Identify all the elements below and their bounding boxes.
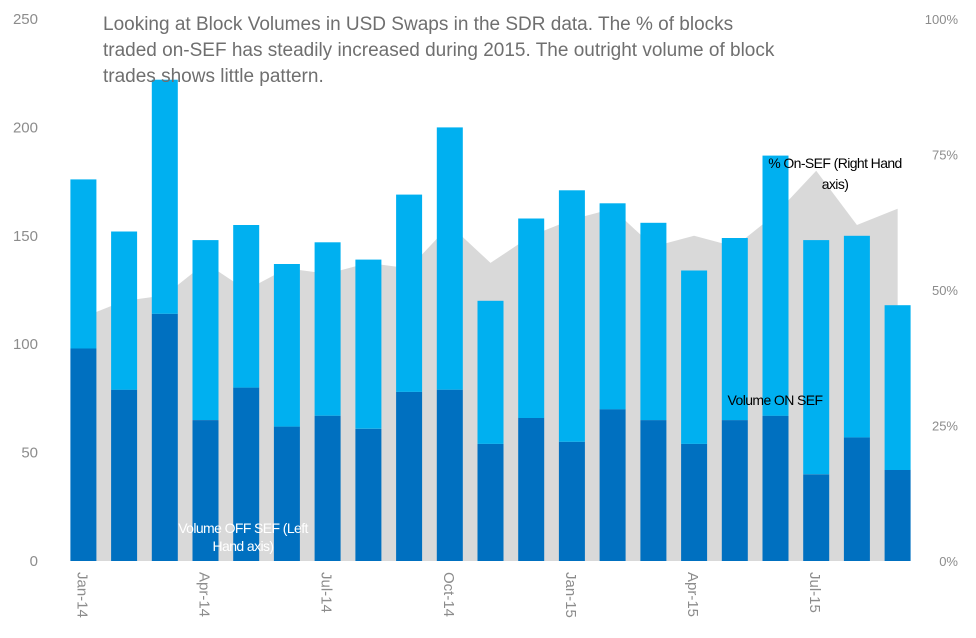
bar-volume-on-sef xyxy=(355,259,382,429)
annotation-on-sef: Volume ON SEF xyxy=(728,392,823,408)
left-axis-tick-label: 200 xyxy=(13,119,38,136)
right-axis-tick-label: 100% xyxy=(925,12,959,27)
bar-volume-off-sef xyxy=(681,443,708,561)
bar-volume-on-sef xyxy=(681,270,708,444)
bar-volume-on-sef xyxy=(721,238,748,421)
bar-volume-off-sef xyxy=(599,409,626,561)
chart-title-line-1: Looking at Block Volumes in USD Swaps in… xyxy=(103,14,733,35)
left-axis-tick-label: 150 xyxy=(13,228,38,245)
right-axis-tick-label: 0% xyxy=(939,554,958,569)
bar-volume-off-sef xyxy=(721,420,748,561)
x-axis-tick-label: Apr-14 xyxy=(196,572,213,617)
bar-volume-off-sef xyxy=(436,389,463,561)
bar-volume-on-sef xyxy=(558,190,585,442)
bar-volume-off-sef xyxy=(111,389,138,561)
bar-volume-off-sef xyxy=(355,428,382,561)
bar-volume-on-sef xyxy=(884,305,911,470)
right-axis: 0% 25% 50% 75% 100% xyxy=(925,12,959,569)
annotation-off-sef-line-1: Volume OFF SEF (Left xyxy=(178,520,308,536)
right-axis-tick-label: 75% xyxy=(932,148,958,163)
left-axis-tick-label: 250 xyxy=(13,11,38,28)
x-axis-tick-label: Jul-14 xyxy=(318,572,335,613)
bar-volume-on-sef xyxy=(477,300,504,444)
chart-title-line-2: traded on-SEF has steadily increased dur… xyxy=(103,40,775,61)
bar-volume-off-sef xyxy=(518,417,545,561)
bar-volume-off-sef xyxy=(843,437,870,561)
bar-volume-off-sef xyxy=(884,469,911,561)
bar-volume-off-sef xyxy=(477,443,504,561)
bar-volume-on-sef xyxy=(803,240,830,475)
bar-volume-on-sef xyxy=(518,218,545,418)
left-axis-tick-label: 100 xyxy=(13,336,38,353)
bar-volume-on-sef xyxy=(111,231,138,390)
bar-volume-on-sef xyxy=(396,194,423,392)
left-axis-tick-label: 0 xyxy=(30,553,38,570)
bar-volume-on-sef xyxy=(599,203,626,410)
left-axis: 0 50 100 150 200 250 xyxy=(13,11,38,570)
annotation-off-sef-line-2: Hand axis) xyxy=(213,538,274,554)
bar-volume-off-sef xyxy=(640,420,667,561)
right-axis-tick-label: 25% xyxy=(932,419,958,434)
bar-volume-off-sef xyxy=(314,415,341,561)
bar-volume-on-sef xyxy=(762,155,789,416)
right-axis-tick-label: 50% xyxy=(932,283,958,298)
bar-volume-off-sef xyxy=(803,474,830,561)
bar-volume-on-sef xyxy=(436,127,463,390)
bar-volume-on-sef xyxy=(70,179,97,349)
bar-volume-off-sef xyxy=(762,415,789,561)
x-axis-tick-label: Apr-15 xyxy=(684,572,701,617)
bar-volume-on-sef xyxy=(233,225,260,388)
x-axis-tick-label: Jul-15 xyxy=(806,572,823,613)
bar-volume-off-sef xyxy=(70,348,97,561)
bar-volume-on-sef xyxy=(192,240,219,420)
annotation-pct-on-sef-line-2: axis) xyxy=(822,176,849,192)
x-axis: Jan-14 Apr-14 Jul-14 Oct-14 Jan-15 Apr-15 Jul-… xyxy=(73,572,823,618)
annotation-pct-on-sef-line-1: % On-SEF (Right Hand xyxy=(768,155,902,171)
bar-volume-on-sef xyxy=(843,235,870,438)
chart-title-line-3: trades shows little pattern. xyxy=(103,66,324,87)
x-axis-tick-label: Jan-14 xyxy=(73,572,90,618)
bar-volume-off-sef xyxy=(396,391,423,561)
bar-volume-on-sef xyxy=(640,222,667,421)
bar-volume-on-sef xyxy=(273,264,300,427)
x-axis-tick-label: Oct-14 xyxy=(440,572,457,617)
bar-volume-on-sef xyxy=(314,242,341,416)
bar-volume-off-sef xyxy=(233,387,260,561)
x-axis-tick-label: Jan-15 xyxy=(562,572,579,618)
bar-volume-off-sef xyxy=(558,441,585,561)
bar-volume-off-sef xyxy=(192,420,219,561)
left-axis-tick-label: 50 xyxy=(21,445,38,462)
bar-volume-off-sef xyxy=(151,313,178,561)
bar-volume-on-sef xyxy=(151,79,178,314)
bar-layer xyxy=(70,79,911,561)
bar-volume-off-sef xyxy=(273,426,300,561)
